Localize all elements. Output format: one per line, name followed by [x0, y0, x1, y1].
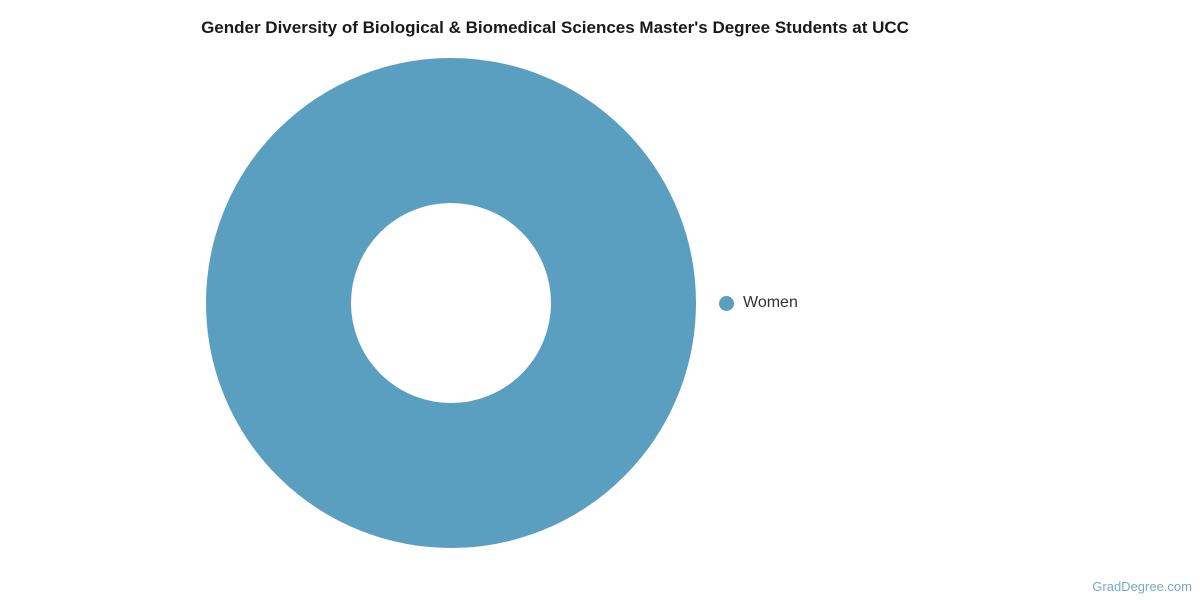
watermark: GradDegree.com	[1092, 579, 1192, 594]
legend-item-women: Women	[719, 291, 798, 315]
legend-marker-icon	[719, 295, 734, 311]
legend-label: Women	[743, 294, 798, 311]
donut-slices	[206, 58, 696, 548]
chart-legend: Women	[719, 291, 798, 315]
chart-title: Gender Diversity of Biological & Biomedi…	[201, 18, 909, 37]
donut-slice-women	[206, 58, 696, 548]
